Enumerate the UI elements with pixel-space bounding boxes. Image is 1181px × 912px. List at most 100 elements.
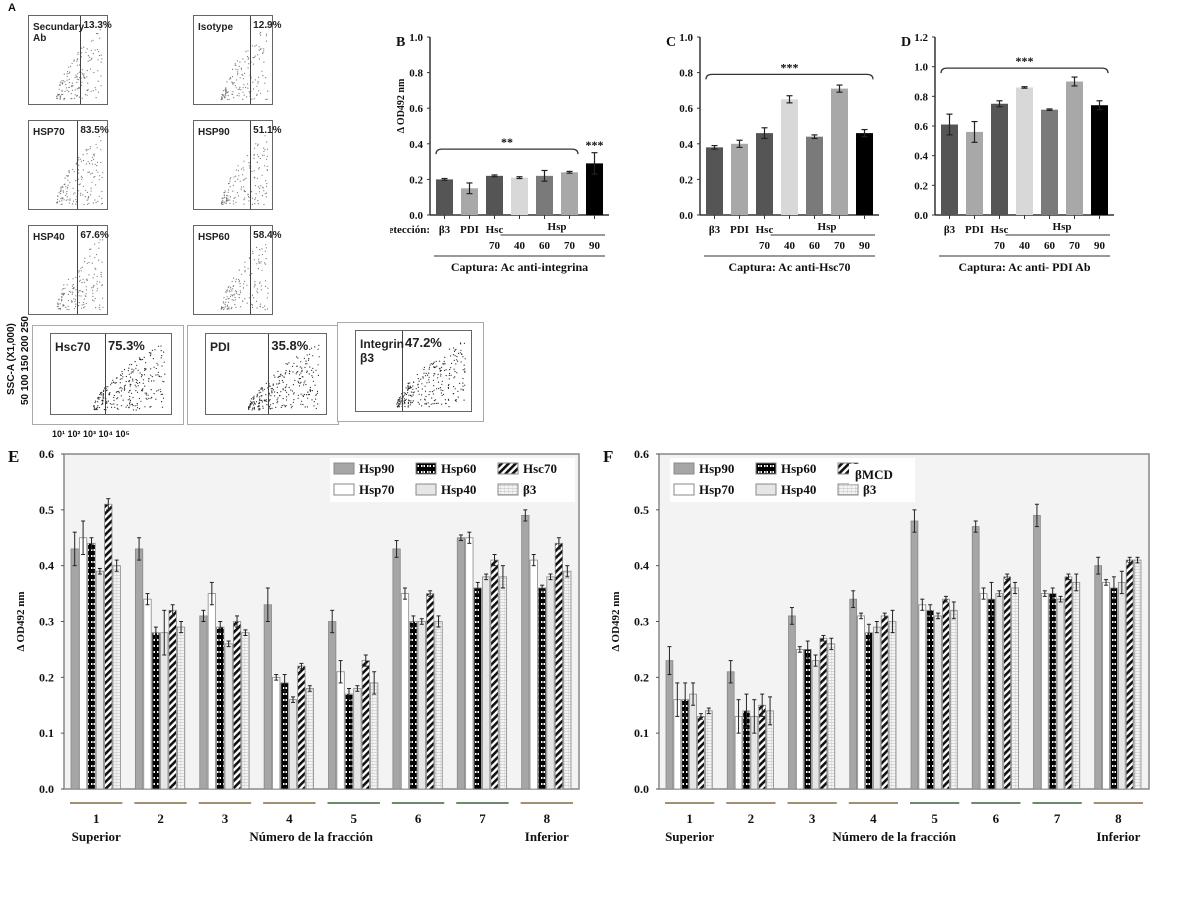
bar (942, 598, 950, 790)
bar (586, 163, 603, 215)
bar (966, 131, 983, 215)
x-tick-label: Hsc (991, 224, 1009, 236)
x-tick-label: 3 (222, 811, 229, 826)
bar (731, 143, 748, 215)
bar (1064, 576, 1073, 790)
flow-gate-line (250, 16, 252, 104)
bar (1102, 582, 1110, 790)
bar (112, 565, 121, 790)
x-axis-label: Número de la fracción (249, 829, 373, 844)
bar (689, 693, 697, 790)
panel-label-e: E (8, 447, 19, 466)
bar (1041, 109, 1058, 215)
bar (151, 632, 160, 790)
legend-label: Hsp90 (359, 461, 394, 476)
x-tick-label: β3 (439, 224, 451, 236)
significance-label: *** (781, 60, 799, 74)
bar (941, 124, 958, 215)
y-axis-label: Δ OD492 nm (15, 591, 27, 651)
flow-x-axis-ticks: 10¹ 10² 10³ 10⁴ 10⁵ (52, 429, 130, 439)
flow-gate-line (77, 226, 79, 314)
x-tick-label: 2 (157, 811, 164, 826)
bar (1003, 576, 1012, 790)
flow-gate-line (105, 334, 106, 414)
significance-bracket (435, 148, 579, 155)
significance-label: ** (501, 135, 513, 149)
bar (811, 660, 820, 790)
flow-plot-percent: 51.1% (253, 125, 282, 136)
bar (498, 576, 508, 790)
flow-plot-title: HSP70 (33, 127, 65, 138)
y-tick-label: 0.8 (914, 91, 928, 103)
y-tick-label: 0.5 (39, 503, 54, 517)
bar (561, 172, 578, 215)
bar (95, 570, 104, 790)
legend-label: Hsp60 (781, 461, 816, 476)
bar (1072, 582, 1081, 790)
bar (706, 147, 723, 215)
legend-label: Hsp40 (441, 482, 476, 497)
legend-label: β3 (863, 482, 877, 497)
flow-plot-title: HSP60 (198, 232, 230, 243)
bar (305, 688, 314, 790)
bar (216, 626, 225, 790)
bar (176, 626, 186, 790)
y-tick-label: 0.1 (634, 726, 649, 740)
bar (665, 660, 674, 790)
chart-f: F 0.0 0.1 0.2 0.3 0.4 0.5 0.6 Δ OD492 nm 1 2 3 4 5 6 7 8… (603, 447, 1150, 844)
x-tick-label: 70 (994, 240, 1006, 252)
y-tick-label: 0.8 (679, 68, 693, 80)
bar (1016, 87, 1033, 215)
panel-label-a: A (8, 2, 16, 14)
bar (168, 609, 177, 790)
bar (529, 559, 538, 790)
bar (288, 699, 298, 790)
flow-plot-title: Isotype (198, 22, 234, 33)
significance-label: *** (586, 138, 604, 152)
bar (1094, 565, 1103, 790)
bar (758, 704, 767, 790)
legend-box (330, 458, 575, 502)
legend-label: Hsp70 (359, 482, 394, 497)
flow-plot-percent: 12.9% (253, 20, 282, 31)
panel-label-d: D (901, 35, 911, 50)
flow-scatter (56, 239, 104, 311)
chart-e: E 0.0 0.1 0.2 0.3 0.4 0.5 0.6 Δ OD492 nm 1 2 3 4 5 6 7 8… (8, 447, 580, 844)
bar (1133, 559, 1142, 790)
x-tick-label: β3 (944, 224, 956, 236)
flow-plot: HSP60 58.4% (193, 225, 282, 315)
bar (872, 626, 881, 790)
y-tick-label: 0.6 (39, 447, 54, 461)
chart-d: D 0.0 0.2 0.4 0.6 0.8 1.0 1.2 *** β3 PDI Hsc Hsp 70 40… (901, 32, 1114, 274)
x-sublabel-inferior: Inferior (1096, 829, 1140, 844)
x-tick-label: 1 (93, 811, 100, 826)
x-sublabel-superior: Superior (72, 829, 121, 844)
bar (272, 676, 281, 790)
bar (781, 99, 798, 215)
capture-label: Captura: Ac anti-integrina (451, 260, 588, 274)
flow-plot-title: PDI (210, 340, 231, 354)
bar (554, 542, 564, 790)
bar (417, 621, 426, 790)
flow-plot-percent: 47.2% (405, 335, 442, 350)
flow-plot: HSP70 83.5% (28, 120, 109, 210)
flow-plot-title: Secundary Ab (33, 22, 85, 44)
flow-plot-percent: 75.3% (108, 338, 145, 353)
flow-plot: HSP90 51.1% (193, 120, 282, 210)
x-tick-label: 8 (1115, 811, 1122, 826)
x-tick-label: 5 (931, 811, 938, 826)
bar (521, 515, 530, 790)
bar (1125, 559, 1134, 790)
x-tick-label: 3 (809, 811, 816, 826)
x-tick-label: 40 (514, 240, 526, 252)
x-tick-label: 90 (1094, 240, 1106, 252)
x-tick-label: 6 (415, 811, 422, 826)
flow-scatter (396, 342, 466, 408)
bar (857, 615, 865, 790)
flow-y-axis-label: SSC-A (X1,000) (6, 323, 17, 395)
y-tick-label: 0.3 (634, 615, 649, 629)
bar (134, 548, 144, 790)
hsp-group-label: Hsp (818, 221, 837, 233)
y-tick-label: 1.0 (679, 32, 693, 44)
bar (511, 177, 528, 215)
